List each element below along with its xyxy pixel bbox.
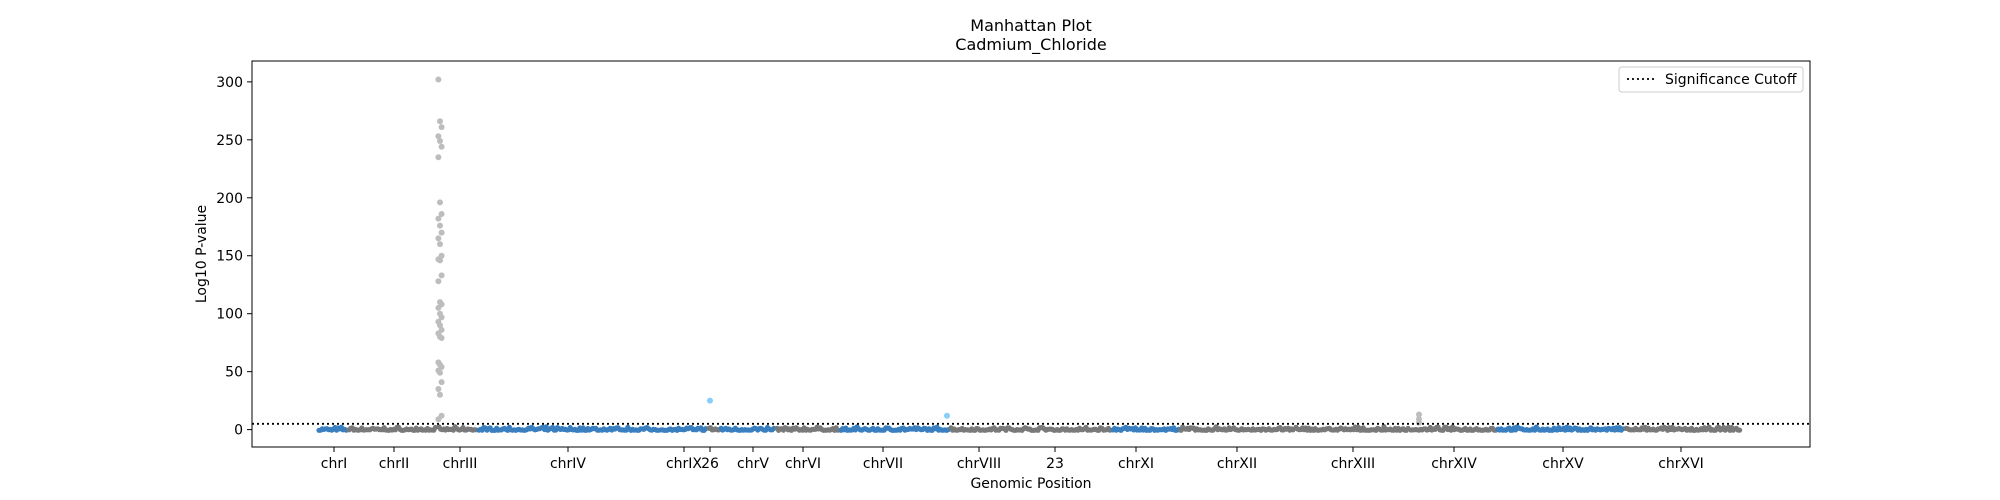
plot-frame bbox=[251, 60, 1811, 448]
data-points bbox=[316, 76, 1743, 433]
significant-point bbox=[435, 235, 442, 242]
significant-point bbox=[435, 416, 442, 423]
x-tick-label: chrII bbox=[379, 456, 410, 472]
significant-point bbox=[435, 215, 442, 222]
x-tick-label: 26 bbox=[701, 456, 719, 472]
significant-point bbox=[437, 241, 443, 248]
significant-point bbox=[435, 154, 442, 161]
x-axis-label: Genomic Position bbox=[970, 476, 1091, 492]
x-tick-label: chrIX bbox=[666, 456, 702, 472]
significant-point bbox=[435, 76, 442, 83]
y-tick-label: 0 bbox=[234, 423, 243, 439]
significant-point bbox=[437, 391, 443, 398]
significant-point bbox=[437, 222, 443, 229]
x-tick-label: chrXVI bbox=[1658, 456, 1704, 472]
x-tick-label: chrXII bbox=[1217, 456, 1257, 472]
significant-point bbox=[707, 397, 713, 404]
x-tick-label: chrIV bbox=[550, 456, 586, 472]
y-tick-label: 200 bbox=[216, 191, 243, 207]
x-axis: chrI chrII chrIII chrIV chrIX 26 chrV chrVI chrV… bbox=[321, 447, 1704, 472]
y-tick-label: 100 bbox=[216, 307, 243, 323]
legend-label: Significance Cutoff bbox=[1665, 72, 1797, 88]
chart-title: Manhattan Plot bbox=[970, 16, 1091, 35]
significant-point bbox=[437, 369, 443, 376]
significant-point bbox=[438, 335, 445, 341]
significant-point bbox=[437, 257, 443, 264]
y-tick-label: 250 bbox=[216, 133, 243, 149]
x-tick-label: chrVI bbox=[785, 456, 821, 472]
significant-point bbox=[438, 272, 445, 279]
y-tick-label: 150 bbox=[216, 249, 243, 265]
significant-point bbox=[438, 229, 445, 236]
significant-point bbox=[437, 118, 443, 125]
x-tick-label: chrXIV bbox=[1431, 456, 1477, 472]
x-tick-label: chrI bbox=[321, 456, 347, 472]
y-axis: 0 50 100 150 200 250 300 bbox=[216, 75, 252, 439]
significant-point bbox=[435, 304, 442, 311]
significant-point bbox=[438, 211, 445, 217]
significant-point bbox=[438, 379, 445, 386]
significant-point bbox=[435, 386, 442, 392]
data-point bbox=[1737, 427, 1743, 433]
significant-point bbox=[1416, 411, 1422, 418]
significant-point bbox=[437, 199, 443, 206]
y-axis-label: Log10 P-value bbox=[194, 205, 210, 303]
legend: Significance Cutoff bbox=[1618, 66, 1804, 93]
legend-box bbox=[1618, 66, 1804, 93]
y-tick-label: 50 bbox=[225, 365, 243, 381]
chart-subtitle: Cadmium_Chloride bbox=[955, 35, 1106, 55]
significant-point bbox=[438, 124, 445, 131]
significant-point bbox=[438, 143, 445, 150]
x-tick-label: 23 bbox=[1046, 456, 1064, 472]
x-tick-label: chrV bbox=[737, 456, 769, 472]
significant-point bbox=[435, 278, 442, 285]
y-tick-label: 300 bbox=[216, 75, 243, 91]
x-tick-label: chrIII bbox=[443, 456, 478, 472]
significant-point bbox=[437, 322, 443, 329]
x-tick-label: chrXI bbox=[1118, 456, 1154, 472]
significant-point bbox=[435, 133, 442, 140]
significant-point bbox=[944, 412, 950, 419]
x-tick-label: chrXIII bbox=[1331, 456, 1375, 472]
x-tick-label: chrXV bbox=[1542, 456, 1584, 472]
x-tick-label: chrVIII bbox=[957, 456, 1001, 472]
significant-point bbox=[1416, 419, 1422, 426]
significant-point bbox=[438, 314, 445, 321]
significant-point bbox=[437, 138, 443, 144]
x-tick-label: chrVII bbox=[863, 456, 903, 472]
